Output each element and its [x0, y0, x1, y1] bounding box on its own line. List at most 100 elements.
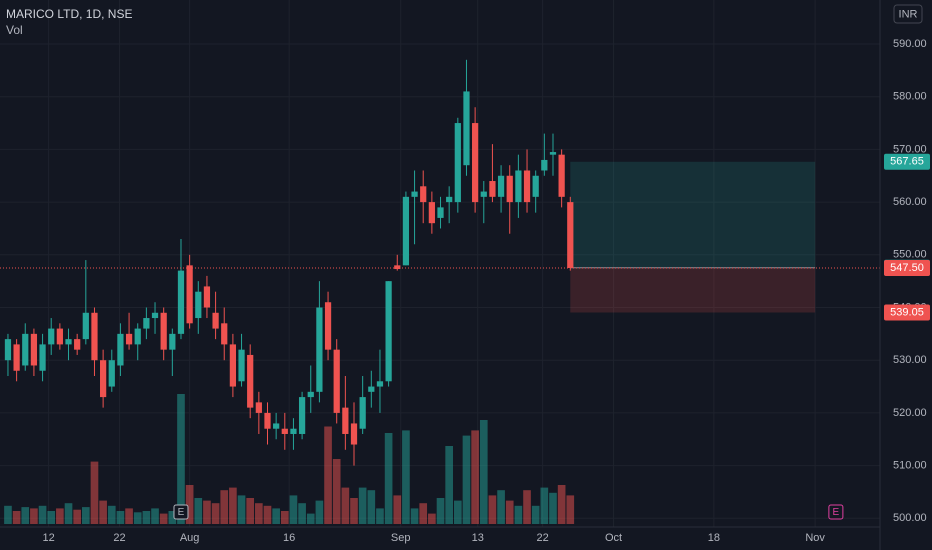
- target-label: 567.65: [890, 156, 924, 168]
- candle-body: [368, 386, 375, 392]
- y-tick-label: 500.00: [893, 512, 927, 524]
- volume-bar: [462, 435, 471, 524]
- candle-body: [247, 354, 254, 408]
- candle-body: [333, 349, 340, 413]
- volume-bar: [523, 490, 531, 524]
- volume-bar: [246, 498, 255, 524]
- y-tick-label: 550.00: [893, 249, 927, 261]
- candle-body: [420, 186, 427, 203]
- volume-bar: [453, 500, 462, 524]
- candle-body: [472, 123, 479, 203]
- volume-bar: [107, 505, 116, 524]
- volume-bar: [159, 513, 168, 524]
- event-marker: [173, 504, 189, 520]
- x-tick-label: Oct: [605, 532, 622, 544]
- target-zone: [570, 161, 816, 268]
- volume-bar: [203, 500, 211, 524]
- candle-body: [264, 412, 271, 429]
- candle-body: [428, 202, 435, 224]
- candle-body: [523, 170, 531, 203]
- candle-body: [385, 281, 392, 382]
- candle-body: [515, 170, 522, 203]
- currency[interactable]: INR: [899, 8, 918, 20]
- volume-bar: [81, 507, 90, 524]
- candle-body: [30, 333, 38, 366]
- chart-title: MARICO LTD, 1D, NSE: [6, 7, 132, 21]
- last-price-label: 547.50: [890, 262, 924, 274]
- x-tick-label: 12: [42, 532, 54, 544]
- volume-bar: [358, 487, 367, 524]
- grid: [0, 0, 880, 527]
- x-tick-label: Nov: [805, 532, 825, 544]
- candle-body: [411, 191, 418, 197]
- event-label: E: [833, 507, 840, 518]
- candle-body: [91, 312, 98, 361]
- candle-body: [567, 202, 574, 268]
- candle-body: [229, 344, 237, 387]
- y-tick-label: 510.00: [893, 460, 927, 472]
- candle-body: [117, 333, 124, 366]
- volume-bar: [367, 490, 376, 524]
- volume-bar: [306, 513, 315, 524]
- volume-bar: [125, 508, 133, 524]
- volume-bar: [211, 503, 220, 524]
- candle-body: [497, 175, 505, 197]
- x-tick-label: 16: [283, 532, 295, 544]
- volume-bar: [38, 505, 47, 524]
- volume-bar: [384, 433, 393, 524]
- volume-bar: [47, 511, 56, 524]
- volume-bar: [194, 498, 203, 524]
- candle-body: [160, 312, 167, 350]
- candle-body: [359, 397, 366, 429]
- currency-box[interactable]: [893, 4, 923, 24]
- volume-bar: [350, 498, 358, 524]
- volume-bar: [505, 500, 514, 524]
- volume-bar: [289, 495, 298, 524]
- volume-bar: [99, 500, 107, 524]
- candle-body: [281, 428, 288, 434]
- y-tick-label: 580.00: [893, 91, 927, 103]
- candle-body: [541, 159, 548, 171]
- volume-bar: [315, 500, 324, 524]
- candle-body: [350, 423, 358, 445]
- candle-body: [316, 307, 323, 392]
- volume-bar: [514, 505, 523, 524]
- y-tick-label: 590.00: [893, 38, 927, 50]
- volume-bar: [56, 508, 64, 524]
- candle-body: [342, 407, 349, 434]
- candle-body: [454, 123, 461, 203]
- stop-label: 539.05: [890, 306, 924, 318]
- candle-body: [290, 428, 297, 434]
- last-price-tag: [884, 259, 930, 276]
- event-marker: [828, 504, 844, 520]
- candle-body: [212, 312, 219, 329]
- volume-bar: [471, 430, 479, 524]
- candle-body: [255, 402, 262, 413]
- volume-bar: [341, 487, 350, 524]
- volume-bar: [177, 394, 185, 524]
- volume-bar: [540, 487, 549, 524]
- candle-body: [169, 333, 176, 350]
- volume-bar: [90, 461, 99, 524]
- volume-bar: [263, 505, 272, 524]
- candle-body: [506, 175, 513, 203]
- volume-bar: [393, 495, 402, 524]
- y-tick-label: 570.00: [893, 143, 927, 155]
- candle-body: [307, 391, 314, 398]
- volume-bar: [133, 512, 142, 524]
- x-tick-label: 13: [472, 532, 484, 544]
- candle-body: [402, 196, 410, 266]
- x-tick-label: 18: [708, 532, 720, 544]
- x-tick-label: 22: [536, 532, 548, 544]
- candle-body: [221, 323, 228, 345]
- x-tick-label: Aug: [180, 532, 200, 544]
- candle-body: [125, 333, 133, 345]
- volume-bar: [557, 485, 566, 524]
- volume-bar: [142, 511, 151, 524]
- candle-body: [463, 91, 470, 166]
- volume-bar: [531, 505, 540, 524]
- y-tick-label: 520.00: [893, 407, 927, 419]
- event-label: E: [178, 507, 185, 518]
